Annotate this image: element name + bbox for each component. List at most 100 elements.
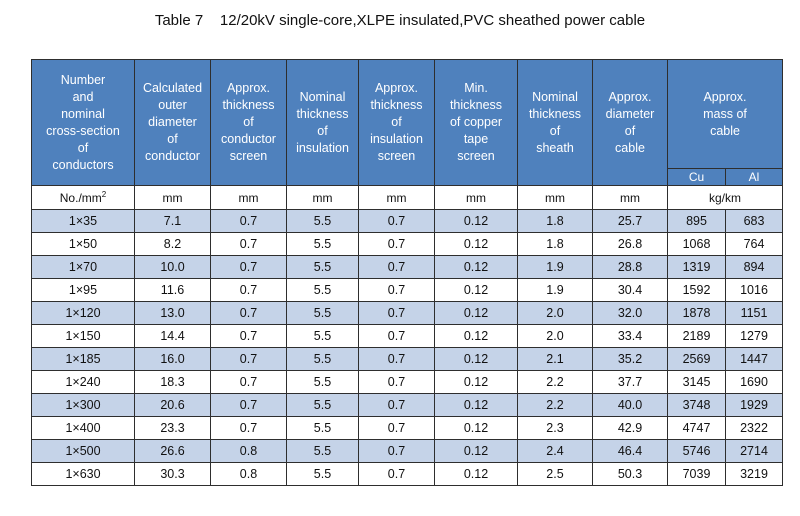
table-cell: 5.5: [286, 439, 359, 463]
header-line: Min.: [464, 81, 488, 95]
table-cell: 2.0: [517, 301, 593, 325]
header-line: screen: [377, 149, 416, 163]
table-cell: 5.5: [286, 209, 359, 233]
table-cell: 0.7: [210, 301, 287, 325]
table-cell: 2.2: [517, 393, 593, 417]
header-conductor-screen: Approx. thickness of conductor screen: [210, 59, 287, 186]
header-line: Approx.: [703, 89, 747, 104]
table-cell: 5.5: [286, 232, 359, 256]
header-insulation-thickness: Nominal thickness of insulation: [286, 59, 359, 186]
header-line: Number: [60, 72, 106, 87]
table-cell: 0.7: [210, 255, 287, 279]
table-cell: 0.7: [358, 393, 435, 417]
table-cell: 895: [667, 209, 726, 233]
table-cell: 1279: [724, 324, 784, 348]
table-cell: 1×400: [31, 416, 135, 440]
table-cell: 30.3: [134, 462, 211, 486]
header-line: of copper: [449, 115, 503, 129]
table-cell: 0.7: [210, 278, 287, 302]
table-title: Table 7 12/20kV single-core,XLPE insulat…: [154, 12, 646, 29]
table-cell: 1592: [667, 278, 726, 302]
table-cell: 5.5: [286, 462, 359, 486]
header-line: sheath: [536, 140, 574, 155]
header-line: Nominal: [299, 89, 346, 104]
table-cell: 0.7: [210, 232, 287, 256]
table-cell: 7.1: [134, 209, 211, 233]
header-line: Approx.: [226, 81, 271, 95]
unit-cell: mm: [592, 185, 668, 210]
header-line: of: [317, 123, 328, 138]
table-cell: 0.7: [358, 347, 435, 371]
table-cell: 0.7: [210, 370, 287, 394]
header-line: Approx.: [608, 89, 652, 104]
table-cell: 0.7: [358, 255, 435, 279]
header-line: thickness: [296, 106, 349, 121]
table-cell: 0.7: [210, 393, 287, 417]
units-row: No./mm2 mm mm mm mm mm mm mm kg/km: [31, 185, 784, 210]
table-cell: 2322: [724, 416, 784, 440]
table-cell: 0.12: [434, 347, 518, 371]
table-cell: 0.12: [434, 324, 518, 348]
header-line: thickness: [370, 98, 423, 112]
table-cell: 1×185: [31, 347, 135, 371]
table-cell: 8.2: [134, 232, 211, 256]
cable-spec-table: Number and nominal cross-section of conductor…: [31, 59, 784, 486]
header-line: of: [391, 115, 402, 129]
table-cell: 2.2: [517, 370, 593, 394]
table-cell: 0.12: [434, 255, 518, 279]
table-cell: 1×240: [31, 370, 135, 394]
table-cell: 1×35: [31, 209, 135, 233]
unit-cross-section: No./mm2: [31, 185, 135, 210]
header-line: outer: [158, 98, 187, 112]
table-cell: 0.7: [358, 301, 435, 325]
header-line: of: [167, 132, 178, 146]
table-cell: 1016: [724, 278, 784, 302]
unit-cell: mm: [286, 185, 359, 210]
table-cell: 13.0: [134, 301, 211, 325]
table-row: 1×150 14.4 0.7 5.5 0.7 0.12 2.0 33.4 2189 1279: [31, 324, 784, 348]
table-cell: 2569: [667, 347, 726, 371]
table-cell: 0.7: [358, 324, 435, 348]
table-row: 1×300 20.6 0.7 5.5 0.7 0.12 2.2 40.0 3748 1929: [31, 393, 784, 417]
header-line: of: [549, 123, 561, 138]
table-cell: 5746: [667, 439, 726, 463]
unit-cell: mm: [517, 185, 593, 210]
unit-cell: mm: [434, 185, 518, 210]
table-cell: 18.3: [134, 370, 211, 394]
table-cell: 32.0: [592, 301, 668, 325]
header-line: and: [72, 89, 94, 104]
table-cell: 1×70: [31, 255, 135, 279]
table-cell: 14.4: [134, 324, 211, 348]
table-cell: 1690: [724, 370, 784, 394]
table-cell: 0.7: [358, 439, 435, 463]
table-cell: 1×150: [31, 324, 135, 348]
table-cell: 11.6: [134, 278, 211, 302]
table-row: 1×630 30.3 0.8 5.5 0.7 0.12 2.5 50.3 7039 3219: [31, 462, 784, 486]
table-cell: 4747: [667, 416, 726, 440]
table-cell: 2.5: [517, 462, 593, 486]
header-cable-diameter: Approx. diameter of cable: [592, 59, 668, 186]
table-cell: 1×630: [31, 462, 135, 486]
table-row: 1×95 11.6 0.7 5.5 0.7 0.12 1.9 30.4 1592 1016: [31, 278, 784, 302]
header-line: conductor: [145, 149, 200, 163]
table-cell: 2.1: [517, 347, 593, 371]
table-cell: 1.9: [517, 255, 593, 279]
unit-cell: mm: [358, 185, 435, 210]
table-cell: 0.8: [210, 439, 287, 463]
table-row: 1×50 8.2 0.7 5.5 0.7 0.12 1.8 26.8 1068 764: [31, 232, 784, 256]
table-cell: 0.12: [434, 209, 518, 233]
unit-mass: kg/km: [666, 185, 784, 210]
table-cell: 0.7: [358, 370, 435, 394]
header-line: screen: [457, 149, 495, 163]
header-cross-section: Number and nominal cross-section of conductor…: [31, 59, 135, 186]
table-cell: 1929: [724, 393, 784, 417]
table-cell: 2714: [724, 439, 784, 463]
header-line: mass of: [703, 106, 747, 121]
table-cell: 1×500: [31, 439, 135, 463]
table-row: 1×400 23.3 0.7 5.5 0.7 0.12 2.3 42.9 4747 2322: [31, 416, 784, 440]
table-cell: 1878: [667, 301, 726, 325]
header-line: of: [77, 140, 89, 155]
unit-cell: mm: [210, 185, 287, 210]
table-cell: 16.0: [134, 347, 211, 371]
table-cell: 2189: [667, 324, 726, 348]
